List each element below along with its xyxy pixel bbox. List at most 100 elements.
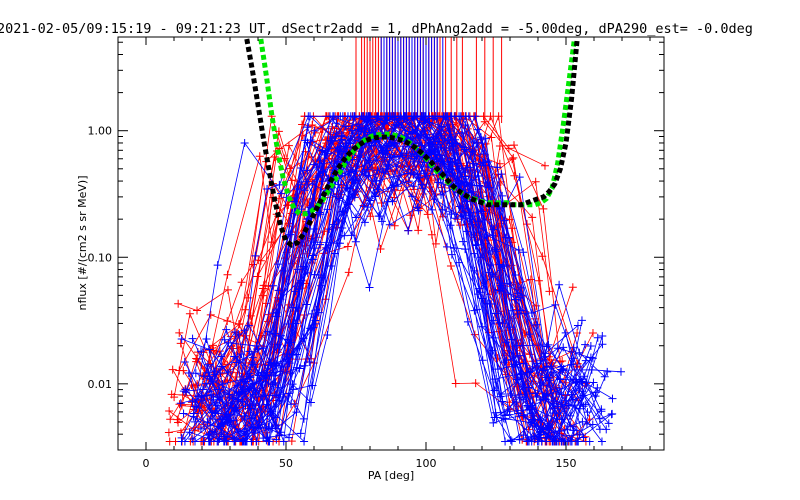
data-point bbox=[531, 177, 540, 186]
data-point bbox=[280, 154, 289, 163]
data-point bbox=[306, 398, 315, 407]
data-point bbox=[380, 116, 389, 125]
data-point bbox=[180, 437, 189, 446]
data-point bbox=[381, 141, 390, 150]
data-point bbox=[508, 306, 517, 315]
data-point bbox=[586, 342, 595, 351]
data-point bbox=[174, 418, 183, 427]
data-point bbox=[300, 437, 309, 446]
data-point bbox=[508, 224, 517, 233]
data-point bbox=[250, 379, 259, 388]
data-point bbox=[238, 387, 247, 396]
data-point bbox=[222, 437, 231, 446]
data-point bbox=[429, 133, 438, 142]
data-point bbox=[196, 424, 205, 433]
data-point bbox=[289, 385, 298, 394]
data-point bbox=[410, 112, 419, 121]
data-point bbox=[481, 134, 490, 143]
blue-flux-curves bbox=[176, 112, 625, 446]
data-point bbox=[308, 180, 317, 189]
data-point bbox=[413, 169, 422, 178]
data-point bbox=[272, 361, 281, 370]
data-point bbox=[251, 251, 260, 260]
data-point bbox=[395, 118, 404, 127]
data-point bbox=[216, 368, 225, 377]
data-point bbox=[181, 385, 190, 394]
data-point bbox=[559, 343, 568, 352]
data-point bbox=[184, 369, 193, 378]
data-point bbox=[542, 424, 551, 433]
data-point bbox=[589, 378, 598, 387]
data-point bbox=[233, 381, 242, 390]
data-point bbox=[528, 409, 537, 418]
data-point bbox=[441, 112, 450, 121]
data-point bbox=[204, 437, 213, 446]
data-point bbox=[343, 242, 352, 251]
data-point bbox=[494, 112, 503, 121]
data-point bbox=[303, 138, 312, 147]
data-point bbox=[176, 399, 185, 408]
data-point bbox=[330, 159, 339, 168]
data-point bbox=[273, 260, 282, 269]
data-point bbox=[470, 306, 479, 315]
data-point bbox=[408, 192, 417, 201]
data-point bbox=[581, 340, 590, 349]
data-point bbox=[519, 430, 528, 439]
data-point bbox=[360, 218, 369, 227]
data-point bbox=[489, 333, 498, 342]
data-point bbox=[503, 405, 512, 414]
data-point bbox=[486, 112, 495, 121]
data-point bbox=[373, 166, 382, 175]
data-point bbox=[602, 425, 611, 434]
data-point bbox=[479, 112, 488, 121]
data-point bbox=[451, 214, 460, 223]
data-point bbox=[501, 233, 510, 242]
data-point bbox=[188, 397, 197, 406]
data-point bbox=[503, 279, 512, 288]
blue-vertical-lines bbox=[380, 37, 444, 121]
data-point bbox=[274, 286, 283, 295]
data-point bbox=[401, 112, 410, 121]
data-point bbox=[510, 171, 519, 180]
data-point bbox=[449, 244, 458, 253]
data-point bbox=[190, 426, 199, 435]
data-point bbox=[296, 429, 305, 438]
data-point bbox=[546, 368, 555, 377]
data-point bbox=[325, 112, 334, 121]
data-point bbox=[246, 372, 255, 381]
data-point bbox=[489, 225, 498, 234]
data-point bbox=[469, 159, 478, 168]
plot-area bbox=[164, 37, 625, 446]
data-point bbox=[323, 205, 332, 214]
data-point bbox=[492, 413, 501, 422]
data-point bbox=[484, 183, 493, 192]
data-point bbox=[226, 332, 235, 341]
data-point bbox=[299, 334, 308, 343]
data-point bbox=[526, 275, 535, 284]
data-point bbox=[343, 184, 352, 193]
data-point bbox=[303, 166, 312, 175]
flux-curve bbox=[213, 115, 613, 444]
data-point bbox=[276, 367, 285, 376]
data-point bbox=[574, 437, 583, 446]
flux-curve bbox=[185, 115, 597, 421]
data-point bbox=[263, 185, 272, 194]
data-point bbox=[207, 390, 216, 399]
data-point bbox=[512, 375, 521, 384]
data-point bbox=[230, 352, 239, 361]
data-point bbox=[346, 167, 355, 176]
data-point bbox=[175, 366, 184, 375]
flux-curve bbox=[215, 115, 582, 433]
data-point bbox=[199, 372, 208, 381]
data-point bbox=[515, 351, 524, 360]
data-point bbox=[524, 383, 533, 392]
data-point bbox=[505, 398, 514, 407]
data-point bbox=[443, 242, 452, 251]
data-point bbox=[550, 432, 559, 441]
data-point bbox=[451, 135, 460, 144]
data-point bbox=[497, 170, 506, 179]
data-point bbox=[303, 123, 312, 132]
data-point bbox=[532, 359, 541, 368]
data-point bbox=[489, 418, 498, 427]
